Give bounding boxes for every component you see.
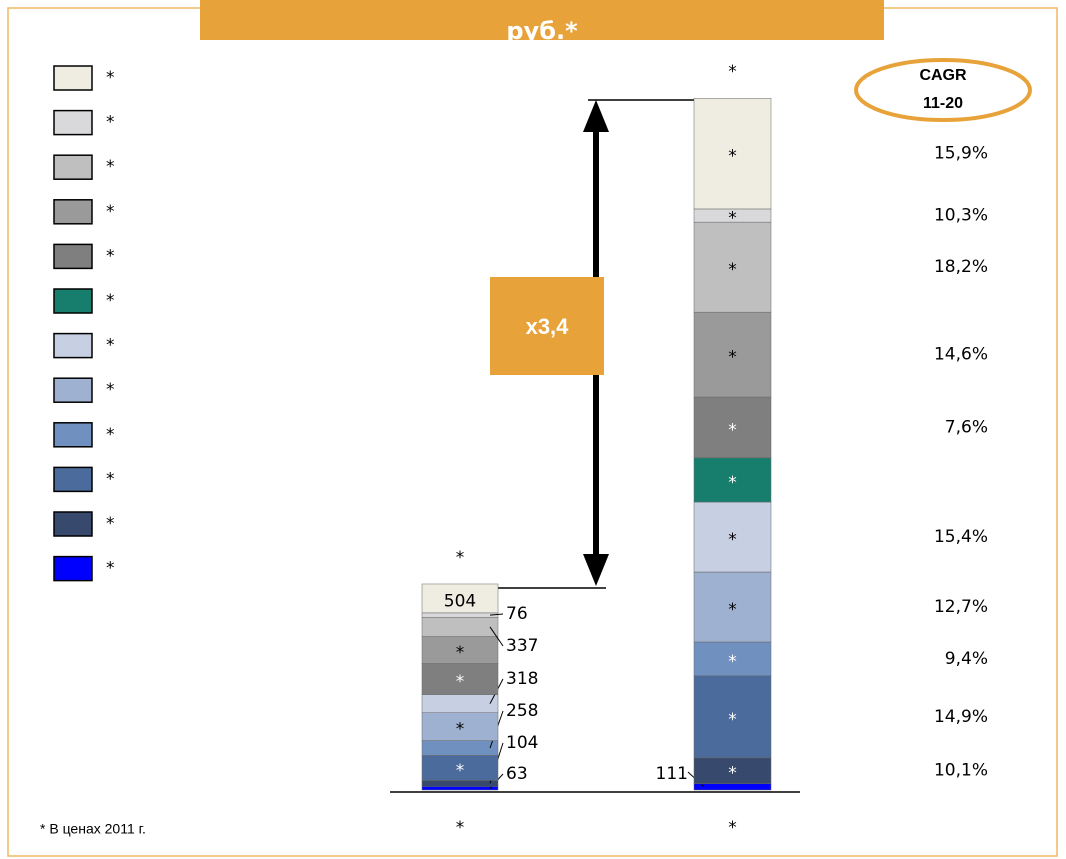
legend-swatch <box>53 511 93 537</box>
data-label: * <box>728 420 737 440</box>
legend-swatch <box>53 377 93 403</box>
x-tick-label: * <box>456 818 465 838</box>
cagr-ellipse <box>854 58 1032 122</box>
legend-label: * <box>106 425 115 445</box>
bar-segment <box>693 396 772 459</box>
data-label: 337 <box>506 636 538 656</box>
cagr-value: 10,3% <box>934 206 988 226</box>
data-label: * <box>728 530 737 550</box>
data-label: 318 <box>506 669 538 689</box>
cagr-value: 14,6% <box>934 345 988 365</box>
legend-swatch <box>53 555 93 582</box>
arrow-head <box>583 554 609 586</box>
bar-segment <box>421 780 499 787</box>
leader-line <box>489 626 504 647</box>
data-label: * <box>456 643 465 663</box>
cagr-value: 12,7% <box>934 597 988 617</box>
data-label: 504 <box>444 591 476 611</box>
data-label: * <box>728 764 737 784</box>
chart-title: руб.* <box>506 17 578 45</box>
legend-swatch <box>53 199 93 225</box>
data-label: * <box>728 600 737 620</box>
legend-swatch <box>53 243 93 270</box>
legend-swatch <box>53 422 93 448</box>
arrow-head <box>583 100 609 132</box>
footnote: * В ценах 2011 г. <box>40 821 146 837</box>
cagr-value: 9,4% <box>945 649 988 669</box>
bar-segment <box>421 740 499 756</box>
cagr-value: 14,9% <box>934 707 988 727</box>
cagr-value: 18,2% <box>934 257 988 277</box>
legend-label: * <box>106 113 115 133</box>
data-label: 76 <box>506 604 528 624</box>
total-label: * <box>456 548 465 568</box>
multiplier-box <box>490 277 604 375</box>
data-label: 258 <box>506 701 538 721</box>
bar-segment <box>693 641 772 677</box>
data-label: * <box>728 473 737 493</box>
bar-segment <box>693 501 772 573</box>
bar-segment <box>693 311 772 398</box>
bar-segment <box>693 571 772 643</box>
bar-segment <box>421 712 499 741</box>
legend-swatch <box>53 288 93 314</box>
data-label: * <box>728 260 737 280</box>
data-label: * <box>728 147 737 167</box>
bar-segment <box>421 786 499 791</box>
legend-label: * <box>106 202 115 222</box>
x-tick-label: * <box>728 818 737 838</box>
legend-label: * <box>106 559 115 579</box>
legend-label: * <box>106 246 115 266</box>
cagr-value: 15,4% <box>934 527 988 547</box>
bar-segment <box>421 694 499 713</box>
data-label: 104 <box>506 733 538 753</box>
data-label: * <box>728 209 737 229</box>
data-label: 111 <box>656 764 688 784</box>
legend-label: * <box>106 68 115 88</box>
legend-label: * <box>106 469 115 489</box>
cagr-value: 7,6% <box>945 417 988 437</box>
legend-swatch <box>53 154 93 180</box>
bar-segment <box>693 757 772 784</box>
legend-label: * <box>106 380 115 400</box>
multiplier-label: x3,4 <box>526 314 570 339</box>
legend-label: * <box>106 336 115 356</box>
data-label: * <box>728 348 737 368</box>
bar-segment <box>693 675 772 759</box>
legend-swatch <box>53 466 93 493</box>
cagr-header: CAGR <box>919 67 967 84</box>
cagr-value: 10,1% <box>934 761 988 781</box>
title-box <box>200 0 884 40</box>
legend-swatch <box>53 65 93 91</box>
bar-segment <box>421 612 499 618</box>
data-label: * <box>728 710 737 730</box>
data-label: * <box>456 761 465 781</box>
legend-label: * <box>106 291 115 311</box>
data-label: * <box>456 720 465 740</box>
bar-segment <box>421 616 499 637</box>
bar-segment <box>693 221 772 313</box>
bar-segment <box>421 636 499 664</box>
leader-line <box>489 613 504 616</box>
data-label: * <box>456 672 465 692</box>
legend-swatch <box>53 332 93 359</box>
bar-segment <box>421 583 499 614</box>
bar-segment <box>421 755 499 781</box>
bar-segment <box>421 663 499 695</box>
legend-label: * <box>106 157 115 177</box>
legend-swatch <box>53 109 93 136</box>
cagr-value: 15,9% <box>934 144 988 164</box>
bar-segment <box>693 97 772 210</box>
cagr-header: 11-20 <box>923 95 963 112</box>
data-label: 63 <box>506 764 528 784</box>
total-label: * <box>728 62 737 82</box>
bar-segment <box>693 457 772 503</box>
legend-label: * <box>106 514 115 534</box>
bar-segment <box>693 783 772 791</box>
frame <box>7 7 1058 857</box>
data-label: * <box>728 652 737 672</box>
